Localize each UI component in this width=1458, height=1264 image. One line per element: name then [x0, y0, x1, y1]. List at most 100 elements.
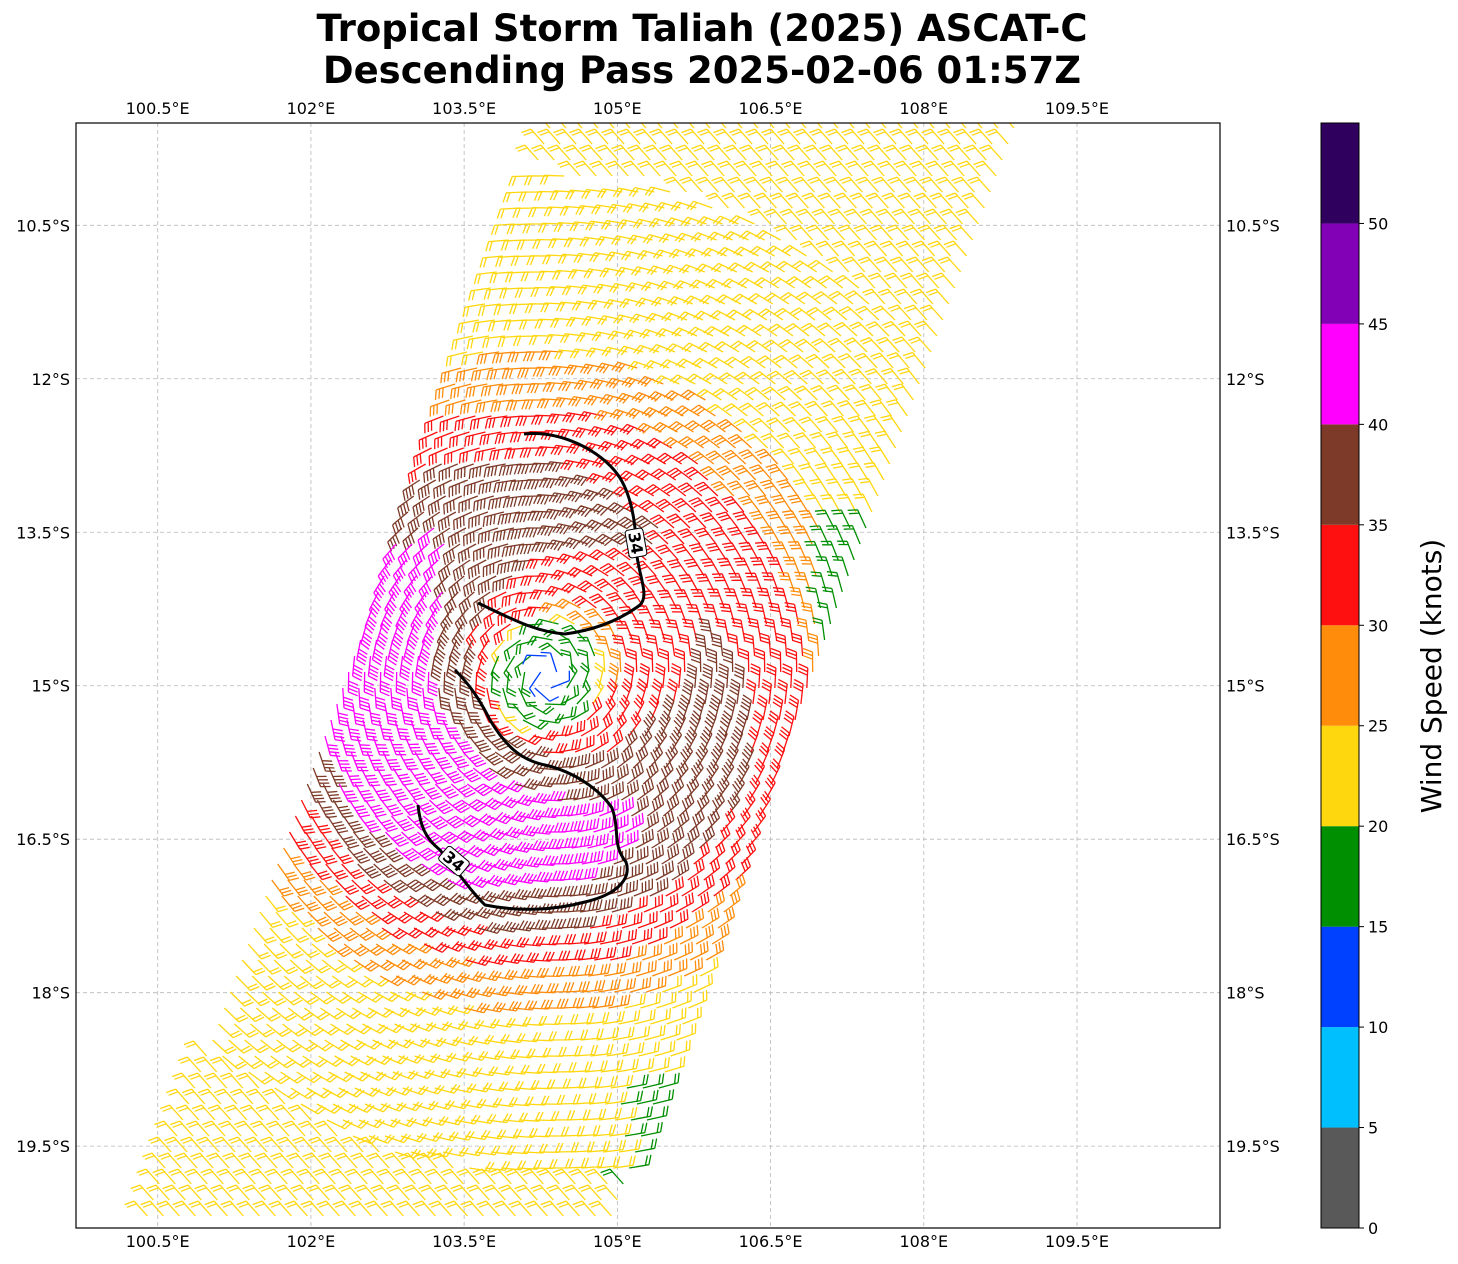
wind-barb	[612, 711, 627, 737]
wind-barb	[820, 400, 844, 417]
wind-barb	[786, 647, 798, 673]
wind-barb	[175, 1104, 200, 1121]
wind-barb	[336, 703, 350, 727]
wind-barb	[454, 687, 468, 711]
wind-barb	[615, 266, 641, 277]
wind-barb	[798, 509, 819, 529]
wind-barb	[695, 742, 709, 769]
wind-barb	[369, 831, 393, 848]
wind-barb	[614, 1106, 638, 1121]
wind-barb	[254, 1152, 278, 1169]
wind-barb	[593, 648, 606, 673]
wind-barb	[807, 259, 834, 273]
wind-barb	[631, 795, 650, 817]
wind-barb	[565, 852, 589, 865]
wind-barb	[469, 415, 492, 431]
wind-barb	[470, 687, 485, 711]
wind-barb	[196, 1136, 220, 1153]
wind-barb	[675, 892, 695, 913]
wind-barb	[810, 384, 834, 401]
wind-barb	[670, 663, 682, 689]
wind-barb	[496, 703, 517, 722]
wind-barb	[140, 1200, 164, 1217]
wind-barb	[896, 123, 903, 129]
wind-barb	[788, 694, 800, 721]
wind-barb	[467, 559, 487, 580]
wind-barb	[402, 783, 426, 801]
wind-barb	[535, 807, 561, 819]
wind-barb	[400, 1007, 427, 1017]
wind-barb	[327, 943, 353, 958]
wind-barb	[509, 431, 534, 443]
wind-barb	[594, 1075, 618, 1089]
wind-barb	[606, 678, 618, 705]
wind-barb	[412, 495, 431, 517]
wind-barb	[558, 506, 585, 519]
wind-barb	[402, 639, 415, 666]
wind-barb	[835, 144, 859, 161]
wind-barb	[571, 427, 598, 439]
wind-barb	[432, 527, 451, 549]
wind-barb	[858, 477, 879, 497]
wind-barb	[344, 767, 364, 787]
wind-barb	[512, 1000, 538, 1011]
wind-barb	[957, 160, 981, 177]
wind-barb	[347, 847, 371, 864]
wind-barb	[738, 541, 759, 561]
wind-barb	[547, 774, 572, 785]
colorbar-tick-label: 25	[1368, 717, 1388, 736]
wind-barb	[699, 512, 723, 529]
wind-barb	[482, 335, 506, 349]
wind-barb	[480, 1001, 506, 1013]
wind-barb	[632, 744, 649, 769]
wind-barb	[565, 189, 591, 200]
wind-barb	[290, 1087, 317, 1100]
wind-barb	[652, 604, 672, 625]
wind-barb	[681, 342, 708, 353]
wind-barb	[905, 128, 929, 145]
wind-barb	[526, 382, 552, 394]
wind-barb	[737, 192, 761, 209]
wind-barb	[576, 996, 600, 1009]
wind-barb	[751, 324, 778, 337]
wind-barb	[665, 343, 692, 353]
wind-barb	[777, 385, 802, 401]
wind-barb	[643, 144, 667, 161]
wind-barb	[422, 988, 449, 1000]
wind-barb	[572, 964, 596, 977]
wind-barb	[363, 847, 387, 864]
wind-barb	[631, 391, 658, 403]
wind-barb	[694, 973, 714, 993]
wind-barb	[770, 494, 793, 513]
wind-barb	[356, 639, 368, 666]
wind-barb	[400, 703, 415, 727]
wind-barb	[655, 327, 682, 338]
wind-barb	[688, 497, 713, 513]
wind-barb	[809, 128, 833, 145]
wind-barb	[333, 927, 359, 942]
wind-barb	[787, 447, 811, 465]
wind-barb	[420, 1037, 447, 1048]
wind-barb	[186, 1120, 210, 1137]
wind-barb	[836, 399, 860, 417]
wind-barb	[886, 352, 910, 369]
wind-barb	[462, 527, 483, 546]
wind-barb	[727, 176, 751, 193]
wind-barb	[639, 662, 650, 689]
wind-barb	[365, 927, 392, 941]
wind-barb	[706, 647, 718, 673]
wind-barb	[358, 815, 382, 833]
wind-barb	[416, 1006, 443, 1016]
wind-barb	[306, 783, 326, 803]
wind-barb	[541, 790, 566, 802]
wind-barb	[438, 987, 465, 1000]
wind-barb	[663, 176, 687, 193]
wind-barb	[269, 927, 294, 944]
wind-barb	[717, 557, 737, 577]
wind-barb	[378, 719, 395, 742]
wind-barb	[523, 479, 548, 490]
wind-barb	[593, 283, 619, 294]
wind-barb	[615, 392, 642, 404]
colorbar-segment	[1321, 223, 1359, 324]
wind-barb	[480, 1129, 507, 1140]
